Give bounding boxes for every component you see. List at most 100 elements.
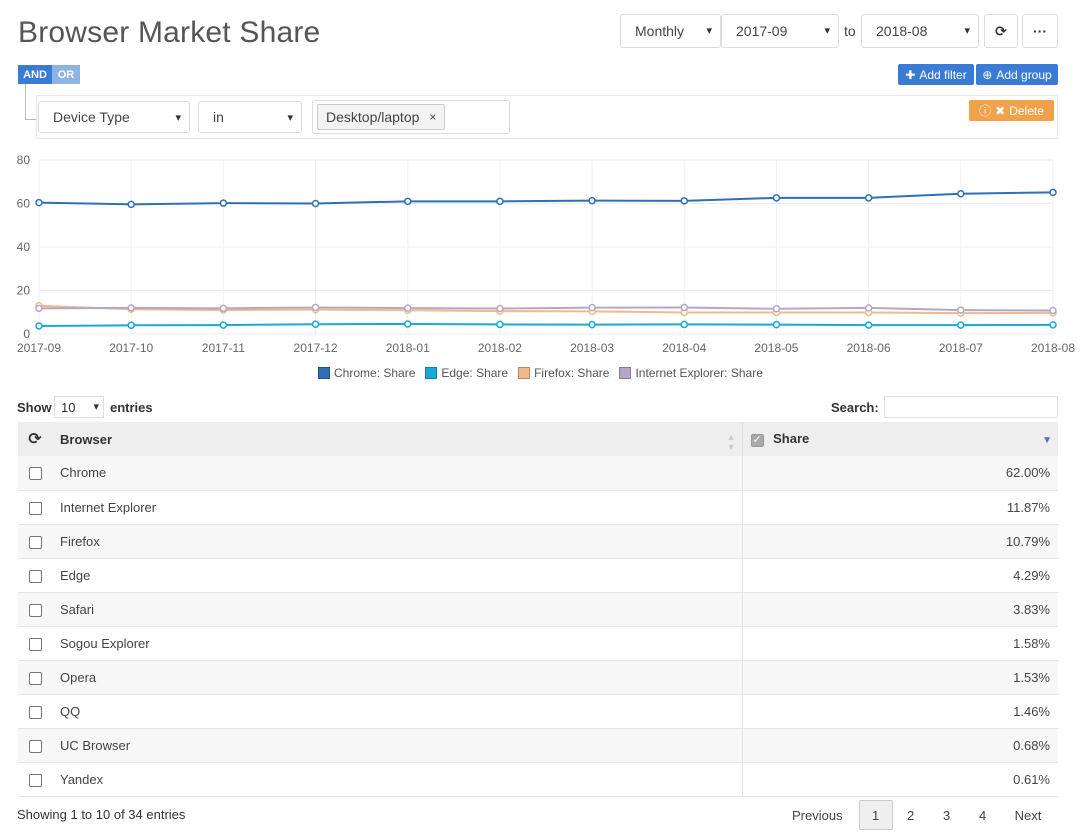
row-checkbox[interactable]: [28, 773, 42, 787]
x-tick-label: 2018-01: [386, 341, 430, 355]
browser-cell: Sogou Explorer: [60, 635, 150, 651]
share-column-checkbox[interactable]: [750, 433, 764, 447]
data-point: [957, 321, 965, 329]
row-checkbox-cell[interactable]: [18, 558, 52, 592]
table-row[interactable]: Internet Explorer 11.87%: [18, 490, 1058, 524]
close-icon[interactable]: ×: [429, 110, 437, 124]
page-button-3[interactable]: 3: [942, 807, 951, 823]
share-column-header[interactable]: Share ▼: [741, 422, 1058, 456]
data-point: [35, 322, 43, 330]
table-row[interactable]: Chrome 62.00%: [18, 456, 1058, 490]
next-button[interactable]: Next: [1014, 807, 1042, 823]
table-row[interactable]: Opera 1.53%: [18, 660, 1058, 694]
filter-operator-select[interactable]: in ▾: [198, 101, 302, 133]
data-point: [680, 320, 689, 329]
info-icon: ⓘ: [979, 104, 992, 118]
share-cell: 4.29%: [741, 558, 1058, 592]
row-checkbox[interactable]: [28, 637, 42, 651]
data-point: [219, 199, 228, 207]
y-tick-label: 40: [17, 240, 31, 254]
table-row[interactable]: UC Browser 0.68%: [18, 728, 1058, 762]
share-header-label: Share: [773, 431, 810, 447]
legend-item[interactable]: Edge: Share: [425, 366, 508, 380]
x-tick-label: 2018-08: [1031, 341, 1075, 355]
data-point: [680, 303, 689, 312]
row-checkbox[interactable]: [28, 705, 42, 719]
refresh-button[interactable]: ⟳: [984, 14, 1018, 48]
browser-table: ⟳ Browser ▲▼ Share ▼ Chrome62.00%Interne…: [18, 422, 1058, 797]
table-row[interactable]: Sogou Explorer 1.58%: [18, 626, 1058, 660]
data-point: [496, 197, 504, 206]
table-info: Showing 1 to 10 of 34 entries: [17, 807, 186, 822]
table-row[interactable]: Edge 4.29%: [18, 558, 1058, 592]
previous-button[interactable]: Previous: [792, 807, 843, 823]
row-checkbox[interactable]: [28, 603, 42, 617]
refresh-icon[interactable]: ⟳: [28, 431, 42, 448]
page-length-select[interactable]: 10 ▾: [54, 396, 104, 418]
chevron-down-icon: ▾: [706, 25, 712, 37]
data-point: [1049, 306, 1057, 315]
table-row[interactable]: Yandex 0.61%: [18, 762, 1058, 796]
page-button-1[interactable]: 1: [858, 800, 893, 830]
page-button-2[interactable]: 2: [906, 807, 915, 823]
row-checkbox-cell[interactable]: [18, 660, 52, 694]
filter-field-select[interactable]: Device Type ▾: [38, 101, 190, 133]
legend-item[interactable]: Internet Explorer: Share: [619, 366, 763, 380]
y-tick-label: 0: [23, 327, 30, 341]
to-label: to: [844, 23, 856, 39]
x-tick-label: 2018-06: [847, 341, 891, 355]
add-filter-button[interactable]: ✚ Add filter: [898, 64, 974, 85]
table-row[interactable]: Safari 3.83%: [18, 592, 1058, 626]
row-checkbox-cell[interactable]: [18, 694, 52, 728]
add-group-button[interactable]: ⊕ Add group: [976, 64, 1058, 85]
and-button[interactable]: AND: [18, 65, 52, 84]
row-checkbox-cell[interactable]: [18, 490, 52, 524]
table-row[interactable]: Firefox 10.79%: [18, 524, 1058, 558]
search-label: Search:: [831, 400, 879, 415]
filter-field-value: Device Type: [53, 109, 130, 125]
ellipsis-icon: ···: [1033, 23, 1047, 39]
browser-column-header[interactable]: Browser ▲ ▼: [52, 422, 742, 456]
delete-filter-button[interactable]: ⓘ ✖ Delete: [969, 100, 1054, 121]
page-length-value: 10: [61, 399, 76, 415]
data-point: [772, 194, 781, 202]
period-select-value: Monthly: [635, 23, 685, 39]
row-checkbox-cell[interactable]: [18, 762, 52, 796]
filter-value-input[interactable]: Desktop/laptop ×: [312, 100, 510, 134]
data-point: [311, 303, 320, 312]
to-date-select[interactable]: 2018-08 ▾: [861, 14, 979, 48]
legend-item[interactable]: Chrome: Share: [318, 366, 415, 380]
more-button[interactable]: ···: [1022, 14, 1058, 48]
row-checkbox[interactable]: [28, 671, 42, 685]
table-row[interactable]: QQ 1.46%: [18, 694, 1058, 728]
data-point: [311, 199, 320, 208]
row-checkbox-cell[interactable]: [18, 626, 52, 660]
select-all-cell[interactable]: ⟳: [18, 422, 52, 456]
row-checkbox[interactable]: [28, 739, 42, 753]
data-point: [403, 197, 412, 206]
data-point: [127, 200, 135, 209]
page-button-4[interactable]: 4: [978, 807, 987, 823]
data-point: [403, 304, 412, 312]
row-checkbox-cell[interactable]: [18, 728, 52, 762]
row-checkbox[interactable]: [28, 569, 42, 583]
search-input[interactable]: [884, 396, 1058, 418]
chart-legend: Chrome: Share Edge: Share Firefox: Share In…: [318, 366, 763, 380]
sort-icon: ▲ ▼: [726, 432, 736, 452]
row-checkbox-cell[interactable]: [18, 456, 52, 490]
row-checkbox-cell[interactable]: [18, 524, 52, 558]
legend-swatch: [518, 367, 531, 379]
page-title: Browser Market Share: [18, 16, 321, 49]
row-checkbox-cell[interactable]: [18, 592, 52, 626]
row-checkbox[interactable]: [28, 535, 42, 549]
browser-cell: Opera: [60, 669, 97, 685]
row-checkbox[interactable]: [28, 467, 42, 481]
from-date-select[interactable]: 2017-09 ▾: [721, 14, 839, 48]
or-button[interactable]: OR: [52, 65, 80, 84]
legend-item[interactable]: Firefox: Share: [518, 366, 609, 380]
data-point: [957, 306, 965, 314]
row-checkbox[interactable]: [28, 501, 42, 515]
period-select[interactable]: Monthly ▾: [620, 14, 721, 48]
x-tick-label: 2017-09: [17, 341, 61, 355]
data-point: [588, 320, 596, 329]
